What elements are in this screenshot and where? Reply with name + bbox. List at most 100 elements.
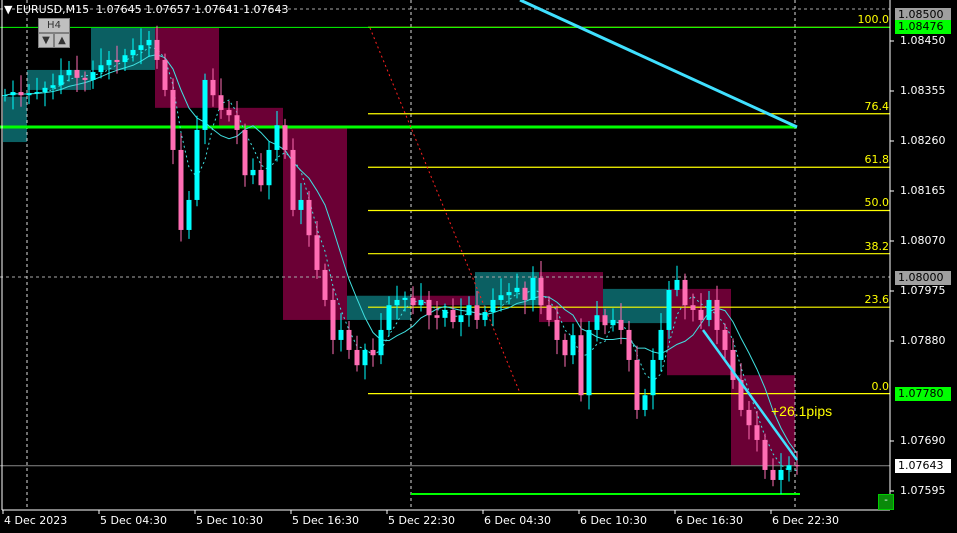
moving-average-dotted-line	[4, 47, 798, 472]
ohlc-values: 1.07645 1.07657 1.07641 1.07643	[96, 3, 289, 16]
candle-body	[210, 79, 216, 96]
candle-body	[2, 95, 8, 97]
candle-body	[658, 329, 664, 360]
candle-body	[498, 295, 504, 300]
candle-body	[482, 312, 488, 320]
price-tick-label: 1.08165	[900, 184, 946, 197]
candle-body	[610, 319, 616, 326]
candle-body	[682, 279, 688, 306]
candle-body	[362, 349, 368, 366]
triangle-down-icon[interactable]: ▼	[4, 3, 16, 16]
fib-level-label: 100.0	[857, 13, 890, 27]
fib-level-label: 23.6	[864, 293, 890, 307]
candle-body	[194, 129, 200, 200]
time-tick-label: 5 Dec 10:30	[196, 514, 263, 527]
candle-body	[74, 69, 80, 78]
candle-body	[570, 335, 576, 356]
candle-body	[514, 287, 520, 293]
h4-candle-box	[3, 96, 27, 143]
candle-body	[426, 299, 432, 316]
fib-level-label: 76.4	[864, 99, 890, 113]
candle-body	[490, 299, 496, 313]
candle-body	[418, 299, 424, 306]
candle-body	[762, 439, 768, 470]
candle-body	[146, 39, 152, 46]
time-tick-label: 5 Dec 16:30	[292, 514, 359, 527]
moving-average-line	[4, 54, 798, 454]
h4-candle-box	[411, 295, 475, 306]
candle-body	[530, 277, 536, 300]
candle-body	[410, 297, 416, 306]
candle-body	[458, 315, 464, 323]
candle-body	[250, 169, 256, 176]
fib-level-label: 50.0	[864, 196, 890, 210]
fib-level-label: 0.0	[871, 379, 890, 393]
price-tick-label: 1.08450	[900, 34, 946, 47]
candle-body	[666, 289, 672, 330]
candle-body	[154, 39, 160, 60]
candle-body	[474, 305, 480, 320]
candle-body	[226, 109, 232, 116]
timeframe-button[interactable]: H4	[38, 18, 70, 33]
price-tick-label: 1.08260	[900, 134, 946, 147]
candle-body	[578, 335, 584, 396]
candle-body	[738, 379, 744, 410]
candle-body	[82, 77, 88, 80]
candle-body	[90, 72, 96, 80]
candle-body	[506, 292, 512, 296]
candle-body	[114, 59, 120, 63]
candle-body	[186, 199, 192, 230]
time-tick-label: 5 Dec 22:30	[388, 514, 455, 527]
candle-body	[594, 315, 600, 330]
candle-body	[722, 329, 728, 350]
pips-annotation: +26.1pips	[771, 403, 833, 419]
candle-body	[538, 277, 544, 306]
price-tick-label: 1.07595	[900, 484, 946, 497]
candle-body	[202, 79, 208, 130]
price-marker-white: 1.07643	[895, 458, 951, 473]
candle-body	[50, 85, 56, 88]
candle-body	[634, 359, 640, 410]
candle-body	[602, 315, 608, 326]
price-marker-green: 1.07780	[895, 386, 951, 401]
candle-body	[546, 305, 552, 320]
candle-body	[730, 349, 736, 380]
candle-body	[42, 87, 48, 93]
candle-body	[562, 339, 568, 356]
candle-body	[706, 299, 712, 320]
candle-body	[354, 349, 360, 366]
candle-body	[770, 469, 776, 480]
candle-body	[322, 269, 328, 300]
candle-body	[346, 329, 352, 350]
candle-body	[234, 115, 240, 130]
triangle-up-icon[interactable]: ▲	[54, 33, 70, 48]
candle-body	[258, 169, 264, 186]
candle-body	[34, 92, 40, 94]
candle-body	[586, 329, 592, 396]
triangle-down-icon[interactable]: ▼	[38, 33, 54, 48]
candle-body	[66, 69, 72, 76]
candle-body	[266, 149, 272, 186]
candle-body	[386, 305, 392, 330]
h4-candle-box	[347, 295, 411, 320]
fib-level-label: 61.8	[864, 153, 890, 167]
time-tick-label: 6 Dec 16:30	[676, 514, 743, 527]
candle-body	[786, 465, 792, 470]
candle-body	[10, 92, 16, 96]
trend-line	[519, 0, 798, 129]
candle-body	[434, 315, 440, 318]
candle-body	[794, 465, 800, 467]
candle-body	[466, 305, 472, 316]
price-tick-label: 1.07880	[900, 334, 946, 347]
candle-body	[370, 349, 376, 356]
candle-body	[298, 199, 304, 210]
time-tick-label: 5 Dec 04:30	[100, 514, 167, 527]
candle-body	[282, 125, 288, 150]
collapse-button[interactable]: -	[878, 494, 894, 510]
price-tick-label: 1.07975	[900, 284, 946, 297]
candle-body	[690, 305, 696, 310]
trend-line	[701, 329, 799, 461]
candle-body	[442, 309, 448, 318]
candle-body	[698, 309, 704, 320]
